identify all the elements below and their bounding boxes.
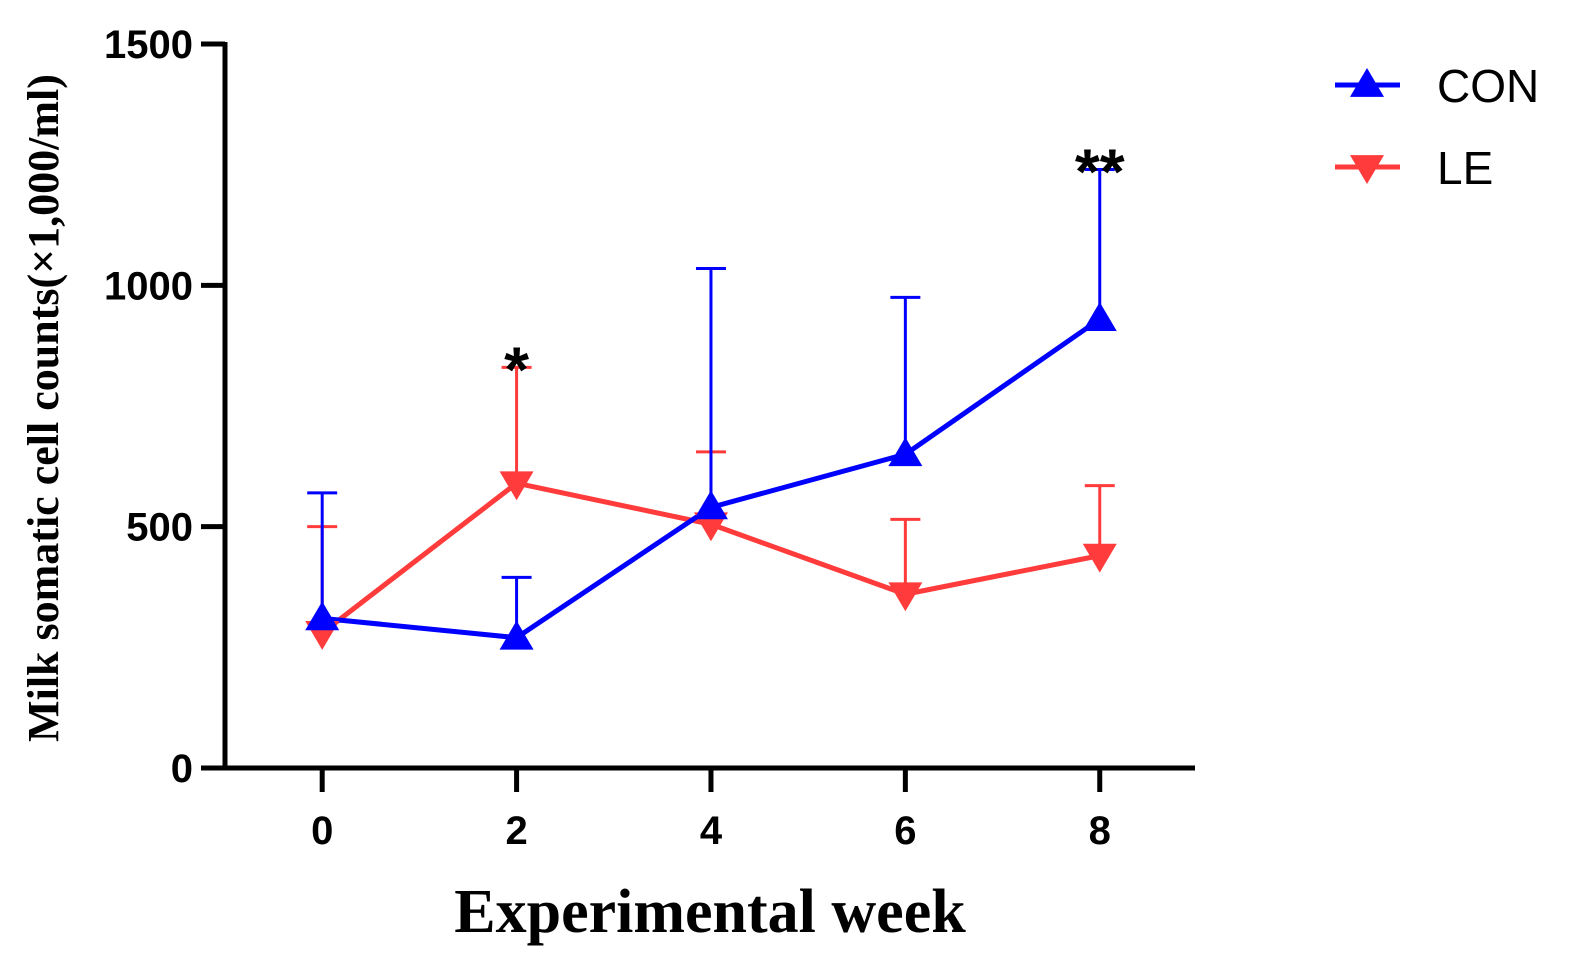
significance-annotations: *** <box>504 135 1125 405</box>
data-point-con <box>888 437 923 467</box>
legend: CON LE <box>1335 60 1539 194</box>
y-tick-label: 1000 <box>104 264 193 308</box>
data-point-le <box>888 582 923 612</box>
y-tick-label: 1500 <box>104 23 193 67</box>
significance-marker: ** <box>1075 135 1125 207</box>
x-tick-label: 4 <box>700 809 723 853</box>
legend-marker-con <box>1350 68 1384 97</box>
x-tick-label: 8 <box>1089 809 1111 853</box>
data-point-con <box>499 620 534 650</box>
legend-label-le: LE <box>1437 142 1493 194</box>
y-axis-title: Milk somatic cell counts(×1,000/ml) <box>19 74 68 742</box>
y-tick-label: 0 <box>171 747 193 791</box>
data-point-con <box>305 601 340 631</box>
x-tick-label: 6 <box>894 809 916 853</box>
significance-marker: * <box>504 333 529 405</box>
x-axis-title: Experimental week <box>454 878 966 946</box>
series-markers <box>305 302 1117 650</box>
data-point-con <box>693 490 728 520</box>
x-tick-label: 0 <box>311 809 333 853</box>
legend-label-con: CON <box>1437 60 1539 112</box>
data-point-le <box>499 471 534 501</box>
legend-marker-le <box>1350 155 1384 184</box>
data-point-le <box>693 512 728 542</box>
data-point-con <box>1082 302 1117 332</box>
axes: 0 500 1000 1500 0 2 4 6 8 <box>104 23 1195 853</box>
x-tick-label: 2 <box>505 809 527 853</box>
data-point-le <box>1082 543 1117 573</box>
error-bars <box>307 167 1115 638</box>
y-tick-label: 500 <box>126 506 193 550</box>
